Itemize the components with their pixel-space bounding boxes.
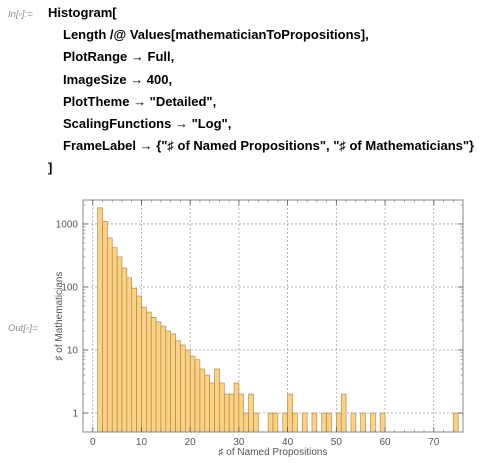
histogram-bar	[165, 330, 171, 433]
histogram-bar	[214, 368, 220, 433]
histogram-bar	[209, 382, 215, 433]
histogram-bar	[233, 382, 240, 433]
histogram-bar	[194, 359, 201, 433]
histogram-bar	[243, 412, 249, 433]
histogram-bar	[340, 393, 347, 433]
y-tick-label: 1	[72, 409, 78, 420]
y-tick-label: 100	[61, 282, 78, 293]
x-tick-label: 40	[282, 437, 294, 448]
histogram-bar	[121, 267, 128, 433]
code-line: ScalingFunctions → "Log",	[63, 115, 232, 131]
histogram-bar	[107, 237, 113, 433]
histogram-bar	[452, 412, 459, 433]
histogram-bar	[141, 306, 147, 433]
histogram-bar	[326, 412, 332, 433]
histogram-bar	[248, 393, 254, 433]
histogram-bar	[160, 325, 167, 433]
code-line: PlotTheme → "Detailed",	[63, 93, 217, 109]
x-tick-label: 10	[136, 437, 148, 448]
histogram-bar	[116, 256, 123, 433]
histogram-bar	[253, 412, 259, 433]
histogram-bar	[267, 412, 274, 433]
histogram-bar	[292, 412, 298, 433]
code-line: FrameLabel → {"♯ of Named Propositions",…	[63, 138, 475, 154]
histogram-bar	[272, 412, 279, 433]
histogram-bar	[287, 393, 293, 433]
y-axis-label: ♯ of Mathematicians	[54, 272, 65, 361]
histogram-bar	[379, 412, 386, 433]
code-line: ImageSize → 400,	[63, 71, 173, 87]
plot-frame	[82, 199, 464, 433]
output-cell-label: Out[▫]=	[8, 323, 38, 334]
code-line: PlotRange → Full,	[63, 49, 175, 65]
histogram-bar	[170, 333, 176, 433]
histogram-bar	[175, 340, 181, 433]
histogram-bar	[204, 374, 210, 433]
histogram-bar	[185, 349, 191, 433]
histogram-bar	[111, 247, 118, 433]
code-line: ]	[48, 160, 53, 176]
x-tick-label: 50	[331, 437, 343, 448]
histogram-bar	[199, 368, 206, 433]
histogram-bar	[150, 317, 157, 433]
histogram-bar	[136, 295, 142, 433]
input-code[interactable]: Histogram[ Length /@ Values[mathematicia…	[48, 2, 474, 180]
histogram-bar	[301, 412, 308, 433]
histogram-bar	[360, 412, 366, 433]
histogram-bar	[228, 393, 235, 433]
histogram-bar	[189, 355, 196, 433]
x-axis-label: ♯ of Named Propositions	[219, 447, 328, 458]
histogram-bar	[102, 221, 108, 433]
histogram-bar	[155, 321, 162, 433]
histogram-bar	[336, 412, 342, 433]
x-tick-label: 30	[233, 437, 245, 448]
histogram-bar	[350, 412, 357, 433]
histogram-bar	[311, 412, 318, 433]
x-tick-label: 20	[185, 437, 197, 448]
x-tick-label: 60	[379, 437, 391, 448]
input-cell-label: In[▫]:=	[8, 9, 33, 20]
histogram-bar	[321, 412, 327, 433]
x-tick-label: 0	[90, 437, 96, 448]
histogram-bar	[97, 207, 103, 433]
y-tick-label: 10	[67, 346, 79, 357]
histogram-bar	[219, 382, 225, 433]
histogram-bar	[126, 277, 133, 433]
x-tick-label: 70	[428, 437, 440, 448]
histogram-bar	[146, 311, 152, 433]
y-tick-label: 1000	[56, 219, 79, 230]
histogram-bar	[131, 288, 137, 433]
histogram-bar	[238, 393, 245, 433]
histogram-bar	[180, 344, 186, 433]
histogram-bar	[223, 393, 230, 433]
code-line: Length /@ Values[mathematicianToProposit…	[63, 27, 369, 43]
code-line: Histogram[	[48, 5, 117, 20]
histogram-bar	[282, 412, 288, 433]
histogram-bar	[370, 412, 376, 433]
